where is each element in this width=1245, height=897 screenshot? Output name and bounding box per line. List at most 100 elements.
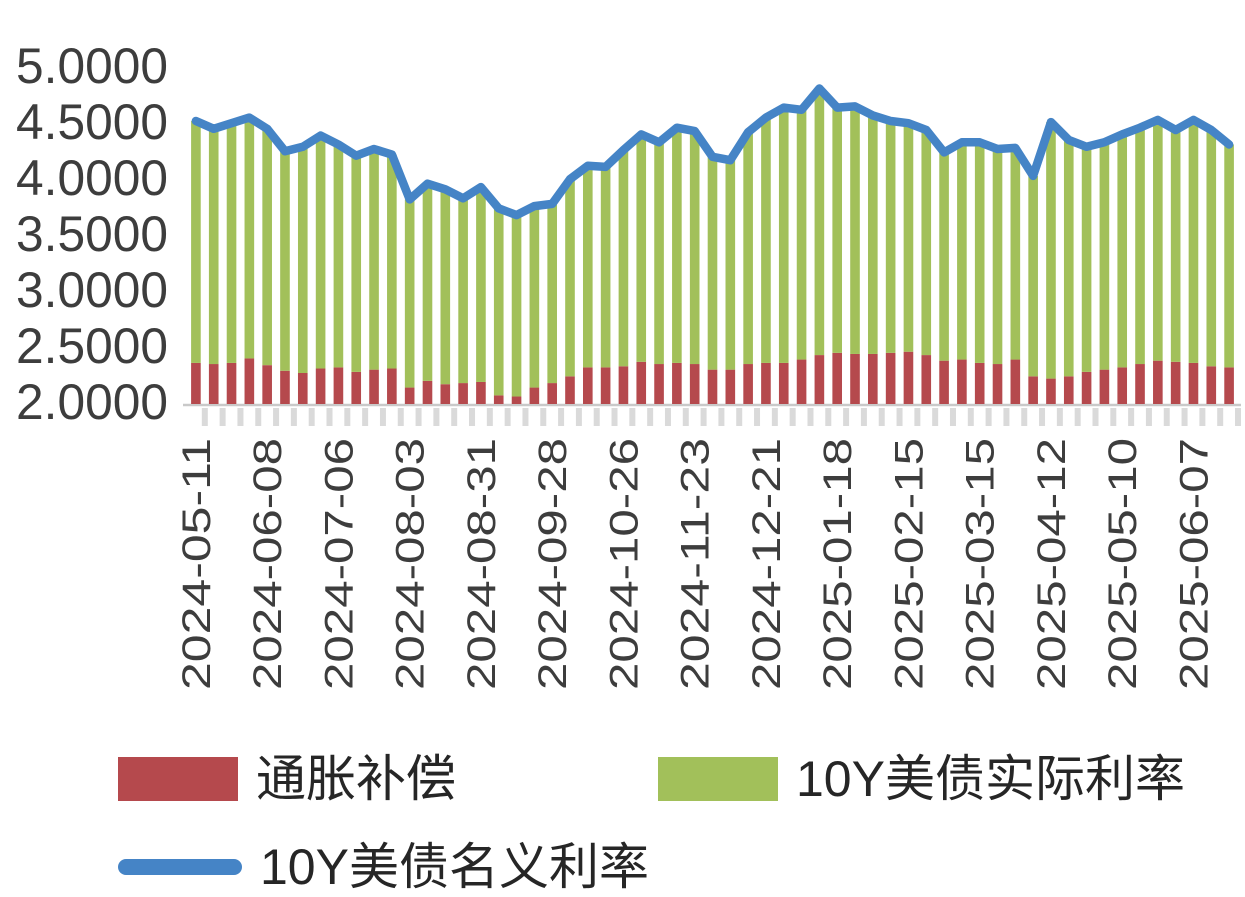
y-axis-tick-label: 3.0000 xyxy=(16,262,168,318)
y-axis-tick-label: 5.0000 xyxy=(16,38,168,94)
x-axis-tick-label: 2024-08-03 xyxy=(389,438,433,690)
bar-segment-real-rate xyxy=(369,149,379,370)
bar-segment-real-rate xyxy=(547,203,557,384)
bar-segment-real-rate xyxy=(404,199,415,388)
bar-segment-inflation-compensation xyxy=(244,358,255,404)
bar-segment-inflation-compensation xyxy=(939,360,949,404)
legend-swatch-inflation-compensation xyxy=(118,757,238,801)
bar-segment-real-rate xyxy=(636,134,647,362)
bar-segment-real-rate xyxy=(280,151,290,371)
bar-segment-real-rate xyxy=(778,107,789,363)
bar-segment-real-rate xyxy=(297,146,308,373)
bar-segment-inflation-compensation xyxy=(725,369,736,404)
x-axis-tick-label: 2025-02-15 xyxy=(887,438,931,690)
bar-segment-inflation-compensation xyxy=(992,364,1003,404)
bar-segment-real-rate xyxy=(672,127,682,363)
bar-segment-inflation-compensation xyxy=(1170,361,1181,404)
legend-item-real-rate: 10Y美债实际利率 xyxy=(658,754,1185,804)
legend-row-2: 10Y美债名义利率 xyxy=(118,838,1228,896)
bar-segment-real-rate xyxy=(885,121,896,353)
bar-segment-inflation-compensation xyxy=(280,370,290,404)
bar-segment-inflation-compensation xyxy=(618,366,629,404)
bar-segment-real-rate xyxy=(226,123,237,363)
bar-segment-real-rate xyxy=(422,183,433,381)
bar-segment-inflation-compensation xyxy=(814,355,825,404)
bar-segment-real-rate xyxy=(689,131,700,365)
bar-segment-real-rate xyxy=(1046,122,1056,379)
bar-segment-real-rate xyxy=(1028,175,1038,377)
bar-segment-inflation-compensation xyxy=(493,395,504,404)
x-axis-tick-label: 2025-06-07 xyxy=(1172,438,1216,690)
x-axis-tick-label: 2025-03-15 xyxy=(959,438,1003,690)
legend-swatch-real-rate xyxy=(658,757,778,801)
x-axis-tick-label: 2024-07-06 xyxy=(317,438,361,690)
bar-segment-real-rate xyxy=(903,123,914,352)
legend-swatch-nominal-rate xyxy=(118,859,242,875)
legend-label-nominal-rate: 10Y美债名义利率 xyxy=(260,839,649,895)
bars-real-rate xyxy=(191,88,1234,397)
bar-segment-real-rate xyxy=(511,215,522,397)
y-axis-tick-label: 4.5000 xyxy=(16,94,168,150)
bar-segment-inflation-compensation xyxy=(903,351,914,404)
bar-segment-inflation-compensation xyxy=(957,359,967,404)
bar-segment-inflation-compensation xyxy=(351,371,362,404)
bar-segment-real-rate xyxy=(654,142,664,365)
bar-segment-inflation-compensation xyxy=(796,359,807,404)
x-axis-tick-label: 2024-09-28 xyxy=(531,438,575,690)
bar-segment-inflation-compensation xyxy=(1117,367,1128,404)
bar-segment-real-rate xyxy=(387,154,397,369)
bar-segment-real-rate xyxy=(743,132,753,365)
bar-segment-real-rate xyxy=(262,128,272,366)
x-axis-tick-label: 2024-10-26 xyxy=(602,438,646,690)
bar-segment-real-rate xyxy=(1010,147,1021,360)
bar-segment-inflation-compensation xyxy=(262,365,272,404)
bar-segment-inflation-compensation xyxy=(1028,376,1038,404)
bar-segment-inflation-compensation xyxy=(654,364,664,404)
bar-segment-inflation-compensation xyxy=(1206,366,1217,404)
x-axis-labels: 2024-05-11 2024-06-08 2024-07-06 2024-08-03… xyxy=(175,438,1217,690)
bar-segment-real-rate xyxy=(529,206,540,388)
x-axis-tick-label: 2024-11-23 xyxy=(674,438,718,690)
bar-segment-inflation-compensation xyxy=(1135,364,1145,404)
bar-segment-real-rate xyxy=(957,142,967,360)
bar-segment-real-rate xyxy=(761,117,771,363)
bar-segment-inflation-compensation xyxy=(1063,376,1074,404)
bar-segment-real-rate xyxy=(244,117,255,359)
bar-segment-inflation-compensation xyxy=(689,364,700,404)
bar-segment-real-rate xyxy=(1063,140,1074,377)
bar-segment-real-rate xyxy=(1099,142,1110,370)
bar-segment-inflation-compensation xyxy=(208,364,219,404)
bar-segment-inflation-compensation xyxy=(511,396,522,404)
bar-segment-inflation-compensation xyxy=(333,367,344,404)
x-axis-ticks xyxy=(201,408,1241,426)
bar-segment-inflation-compensation xyxy=(440,384,451,404)
bar-segment-inflation-compensation xyxy=(565,376,575,404)
bar-segment-inflation-compensation xyxy=(672,362,682,404)
bar-segment-real-rate xyxy=(1224,144,1234,368)
bar-segment-real-rate xyxy=(832,107,843,353)
bar-segment-real-rate xyxy=(315,135,326,369)
bar-segment-inflation-compensation xyxy=(1224,367,1234,404)
bar-segment-inflation-compensation xyxy=(778,362,789,404)
bar-segment-real-rate xyxy=(208,128,219,365)
nominal-rate-line xyxy=(191,84,1234,220)
bar-segment-inflation-compensation xyxy=(191,362,201,404)
bar-segment-inflation-compensation xyxy=(761,362,771,404)
bar-segment-real-rate xyxy=(191,121,201,363)
bar-segment-inflation-compensation xyxy=(600,367,611,404)
bar-segment-real-rate xyxy=(476,187,486,382)
bar-segment-real-rate xyxy=(725,160,736,370)
x-axis-tick-label: 2024-08-31 xyxy=(460,438,504,690)
bar-segment-inflation-compensation xyxy=(582,367,593,404)
bar-segment-inflation-compensation xyxy=(636,361,647,404)
bar-segment-real-rate xyxy=(814,88,825,356)
bar-segment-inflation-compensation xyxy=(387,368,397,404)
bars-inflation-compensation xyxy=(191,351,1234,404)
bar-segment-inflation-compensation xyxy=(832,352,843,404)
y-axis-labels: 2.00002.50003.00003.50004.00004.50005.00… xyxy=(16,38,168,430)
bar-segment-real-rate xyxy=(600,166,611,368)
x-axis-tick-label: 2025-05-10 xyxy=(1101,438,1145,690)
bar-segment-real-rate xyxy=(707,156,718,370)
bar-segment-real-rate xyxy=(618,150,629,367)
